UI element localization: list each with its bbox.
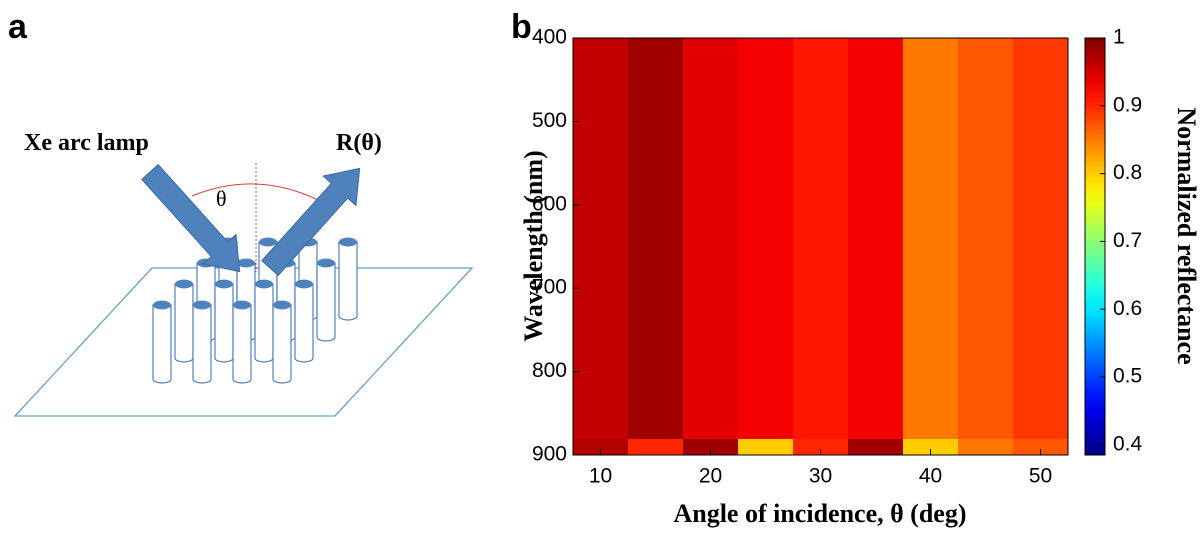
y-tick-label: 600 <box>532 192 567 215</box>
pillar-body <box>192 304 212 384</box>
colorbar-tick-label: 0.9 <box>1113 93 1142 116</box>
substrate <box>13 267 474 417</box>
reflected-label: R(θ) <box>336 130 382 156</box>
colorbar-tick-label: 0.7 <box>1113 229 1142 252</box>
heatmap-cell <box>1013 38 1069 439</box>
colorbar-label: Normalized reflectance <box>1172 107 1201 364</box>
pillar-top <box>317 258 335 268</box>
colorbar-tick-label: 0.5 <box>1113 365 1142 388</box>
y-tick-label: 400 <box>532 26 567 49</box>
pillar-body <box>338 241 358 321</box>
heatmap-cell <box>738 38 794 439</box>
y-tick-label: 800 <box>532 359 567 382</box>
pillar-top <box>339 237 357 247</box>
pillar-body <box>294 283 314 363</box>
pillar-body <box>232 304 252 384</box>
heatmap-cell <box>958 38 1014 439</box>
pillar-body <box>214 283 234 363</box>
x-tick-label: 30 <box>809 465 832 488</box>
pillar-top <box>193 300 211 310</box>
pillar-body <box>254 283 274 363</box>
x-tick-label: 10 <box>589 465 612 488</box>
x-tick-label: 40 <box>919 465 942 488</box>
heatmap-cell <box>848 38 904 439</box>
colorbar <box>1084 37 1106 456</box>
pillar-top <box>175 279 193 289</box>
angle-label: θ <box>216 186 227 211</box>
heatmap-cell <box>573 38 629 439</box>
panel-label: b <box>511 8 532 46</box>
y-tick-label: 700 <box>532 276 567 299</box>
x-tick-label: 20 <box>699 465 722 488</box>
pillar-top <box>295 279 313 289</box>
heatmap-cell <box>903 38 959 439</box>
pillar-body <box>272 304 292 384</box>
colorbar-tick-label: 0.4 <box>1113 432 1143 455</box>
angle-arc <box>191 183 319 201</box>
pillar-top <box>259 237 277 247</box>
heatmap-cell <box>628 38 684 439</box>
pillar-top <box>237 258 255 268</box>
heatmap-cell <box>793 38 849 439</box>
pillar-body <box>316 262 336 342</box>
pillar-top <box>255 279 273 289</box>
y-tick-label: 500 <box>532 109 567 132</box>
heatmap-cell <box>683 38 739 439</box>
y-tick-label: 900 <box>532 443 567 466</box>
pillar-body <box>174 283 194 363</box>
nanopillars <box>152 237 358 384</box>
panel-label: a <box>8 8 28 46</box>
heatmap: 10 20 30 40 50 400 500 600 700 800 900 0.4 0.5 0.6 0.7… <box>532 26 1143 488</box>
lamp-label: Xe arc lamp <box>24 130 149 156</box>
pillar-top <box>215 279 233 289</box>
colorbar-tick-label: 1 <box>1113 26 1125 49</box>
colorbar-tick-label: 0.8 <box>1113 161 1142 184</box>
x-axis-label: Angle of incidence, θ (deg) <box>673 499 966 528</box>
pillar-top <box>233 300 251 310</box>
pillar-top <box>153 300 171 310</box>
incident-arrow <box>141 163 241 273</box>
pillar-top <box>273 300 291 310</box>
pillar-body <box>152 304 172 384</box>
diagram: a Xe arc lamp R(θ) θ <box>8 8 474 417</box>
reflected-arrow <box>261 167 361 277</box>
y-axis-label: Wavelength (nm) <box>519 150 548 341</box>
colorbar-tick-label: 0.6 <box>1113 297 1142 320</box>
x-tick-label: 50 <box>1029 465 1052 488</box>
